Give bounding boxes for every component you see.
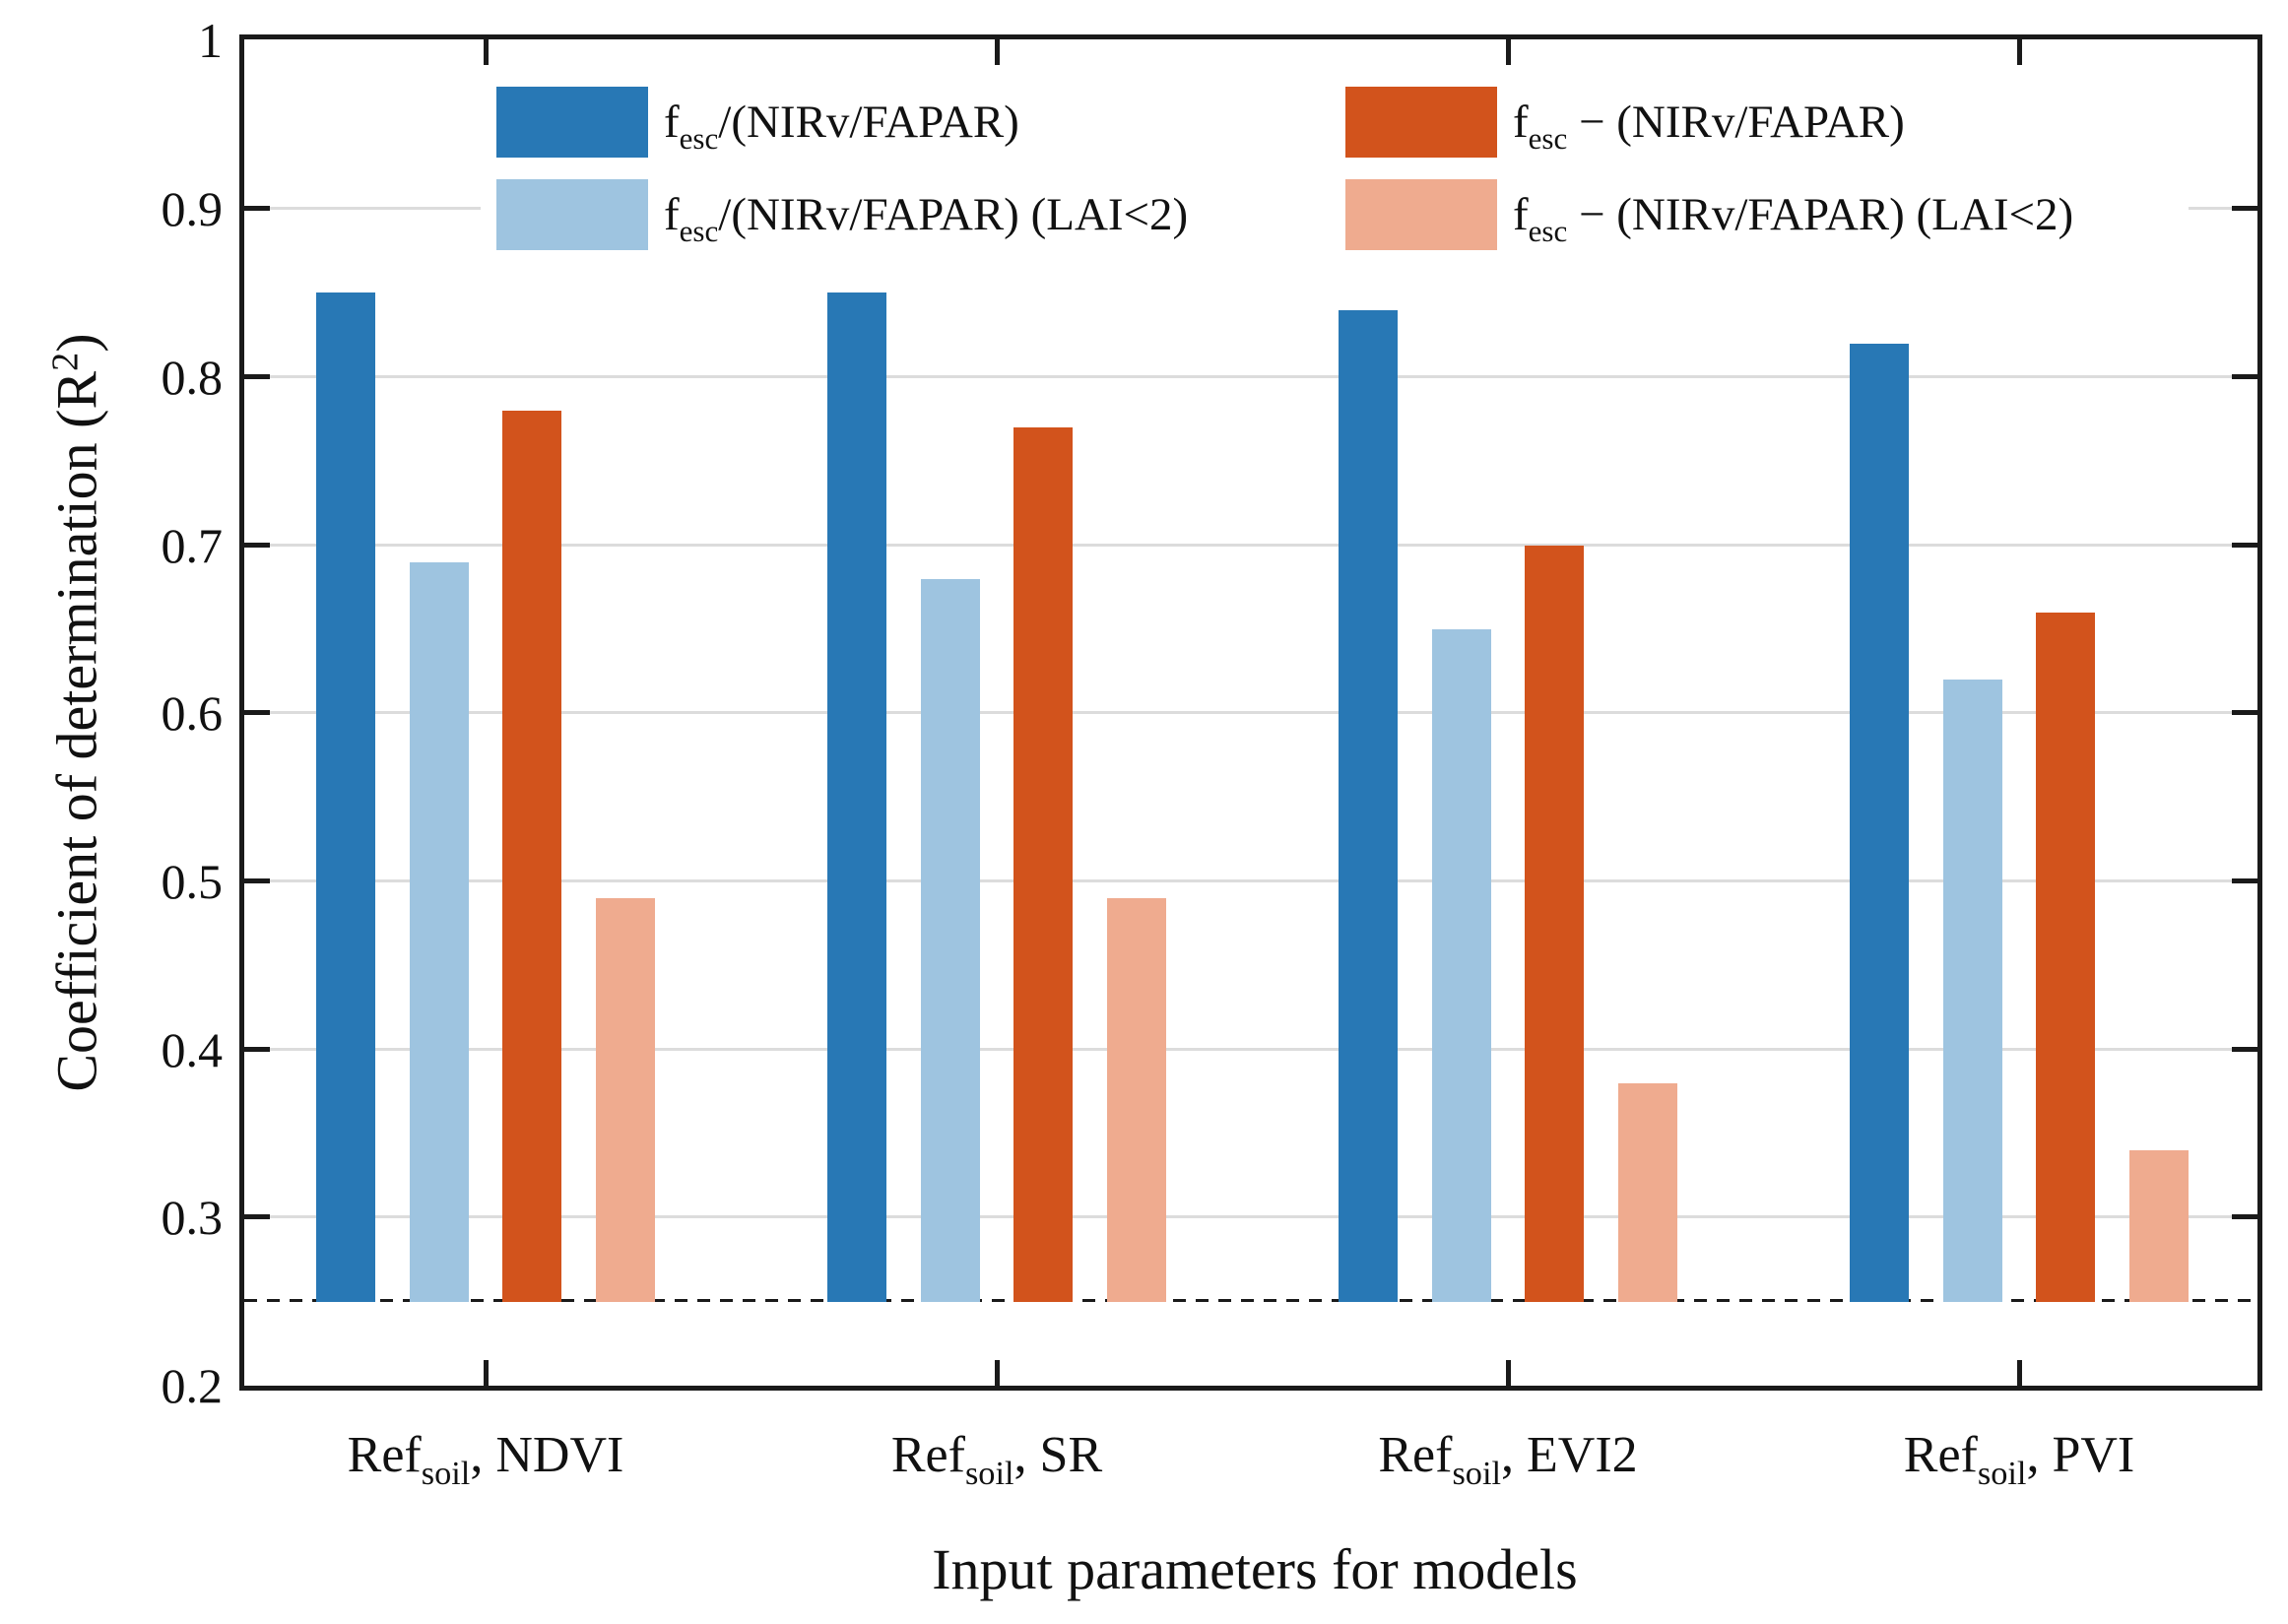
y-tick-label: 0.6 <box>161 685 224 742</box>
x-axis-tick-mark <box>2017 39 2022 65</box>
gridline <box>244 543 2257 547</box>
legend-label: fesc − (NIRv/FAPAR) <box>1513 97 1905 156</box>
x-axis-tick-mark <box>484 1360 489 1386</box>
y-tick-label: 1 <box>198 13 223 69</box>
y-tick-label: 0.5 <box>161 853 224 909</box>
legend-swatch-light-blue <box>496 179 648 250</box>
y-axis-tick-mark <box>244 1046 270 1052</box>
x-axis-tick-mark <box>484 39 489 65</box>
legend-entry-fesc-minus-lai: fesc − (NIRv/FAPAR) (LAI<2) <box>1345 179 2073 250</box>
x-axis-tick-mark <box>995 39 1000 65</box>
y-axis-tick-mark <box>244 1214 270 1220</box>
gridline <box>244 1047 2257 1051</box>
y-tick-label: 0.4 <box>161 1021 224 1077</box>
legend-entry-fesc-ratio: fesc/(NIRv/FAPAR) <box>496 87 1019 158</box>
legend-label: fesc/(NIRv/FAPAR) <box>664 97 1019 156</box>
bar-Ref_soil, EVI2-f_esc/(NIRv/FAPAR) <box>1339 309 1398 1302</box>
x-category-label: Refsoil, EVI2 <box>1378 1427 1638 1493</box>
y-axis-tick-mark <box>2232 373 2257 379</box>
x-category-label: Refsoil, PVI <box>1903 1427 2135 1493</box>
legend-background: fesc/(NIRv/FAPAR) fesc/(NIRv/FAPAR) (LAI… <box>481 67 2189 270</box>
x-category-label: Refsoil, SR <box>890 1427 1103 1493</box>
x-axis-tick-mark <box>1506 39 1511 65</box>
bar-Ref_soil, PVI-f_esc − (NIRv/FAPAR) (LAI<2) <box>2129 1150 2189 1302</box>
bar-Ref_soil, NDVI-f_esc − (NIRv/FAPAR) (LAI<2) <box>596 897 655 1302</box>
y-axis-tick-mark <box>244 206 270 212</box>
x-axis-tick-mark <box>2017 1360 2022 1386</box>
bar-Ref_soil, EVI2-f_esc − (NIRv/FAPAR) (LAI<2) <box>1618 1082 1677 1302</box>
bar-Ref_soil, EVI2-f_esc/(NIRv/FAPAR) (LAI<2) <box>1432 628 1491 1302</box>
gridline <box>244 1215 2257 1219</box>
y-axis-tick-mark <box>2232 877 2257 883</box>
bar-Ref_soil, SR-f_esc − (NIRv/FAPAR) <box>1013 427 1073 1302</box>
bar-Ref_soil, NDVI-f_esc − (NIRv/FAPAR) <box>502 410 561 1302</box>
y-axis-tick-mark <box>2232 1046 2257 1052</box>
bar-Ref_soil, PVI-f_esc/(NIRv/FAPAR) <box>1850 343 1909 1302</box>
bar-Ref_soil, SR-f_esc/(NIRv/FAPAR) <box>827 292 886 1302</box>
y-axis-tick-mark <box>2232 1214 2257 1220</box>
y-axis-tick-mark <box>244 710 270 716</box>
gridline <box>244 878 2257 882</box>
legend-swatch-orange <box>1345 87 1497 158</box>
y-axis-tick-mark <box>2232 710 2257 716</box>
y-tick-label: 0.8 <box>161 349 224 405</box>
x-category-label: Refsoil, NDVI <box>347 1427 624 1493</box>
y-axis-tick-mark <box>244 542 270 548</box>
bar-Ref_soil, EVI2-f_esc − (NIRv/FAPAR) <box>1525 545 1584 1302</box>
bar-Ref_soil, PVI-f_esc/(NIRv/FAPAR) (LAI<2) <box>1943 680 2002 1302</box>
legend-swatch-light-orange <box>1345 179 1497 250</box>
gridline <box>244 711 2257 715</box>
y-tick-label: 0.3 <box>161 1190 224 1246</box>
y-tick-label: 0.7 <box>161 517 224 573</box>
bar-Ref_soil, NDVI-f_esc/(NIRv/FAPAR) (LAI<2) <box>410 561 469 1302</box>
x-axis-tick-mark <box>1506 1360 1511 1386</box>
legend-label: fesc/(NIRv/FAPAR) (LAI<2) <box>664 189 1189 248</box>
y-axis-tick-mark <box>2232 206 2257 212</box>
y-axis-tick-mark <box>2232 542 2257 548</box>
reference-dashed-line <box>244 1298 2257 1302</box>
y-axis-tick-mark <box>244 373 270 379</box>
legend-swatch-blue <box>496 87 648 158</box>
legend-entry-fesc-ratio-lai: fesc/(NIRv/FAPAR) (LAI<2) <box>496 179 1188 250</box>
y-tick-label: 0.2 <box>161 1358 224 1413</box>
bar-Ref_soil, SR-f_esc/(NIRv/FAPAR) (LAI<2) <box>921 578 980 1302</box>
y-tick-label: 0.9 <box>161 181 224 237</box>
x-axis-title: Input parameters for models <box>932 1537 1578 1601</box>
bar-Ref_soil, NDVI-f_esc/(NIRv/FAPAR) <box>316 292 375 1302</box>
x-axis-tick-mark <box>995 1360 1000 1386</box>
legend-label: fesc − (NIRv/FAPAR) (LAI<2) <box>1513 189 2074 248</box>
bar-Ref_soil, PVI-f_esc − (NIRv/FAPAR) <box>2036 612 2095 1302</box>
bar-Ref_soil, SR-f_esc − (NIRv/FAPAR) (LAI<2) <box>1107 897 1166 1302</box>
legend-entry-fesc-minus: fesc − (NIRv/FAPAR) <box>1345 87 1905 158</box>
gridline <box>244 374 2257 378</box>
y-axis-tick-mark <box>244 877 270 883</box>
